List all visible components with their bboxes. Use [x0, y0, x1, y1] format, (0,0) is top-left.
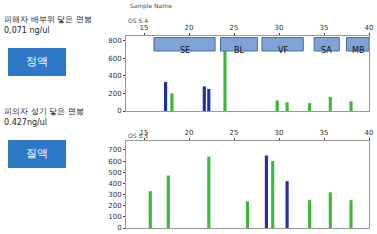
svg-text:300: 300 — [108, 191, 121, 199]
svg-text:600: 600 — [108, 55, 121, 63]
svg-text:20: 20 — [185, 24, 194, 32]
svg-text:0: 0 — [117, 107, 121, 115]
svg-text:SA: SA — [321, 46, 332, 55]
svg-text:BL: BL — [234, 46, 244, 55]
svg-text:30: 30 — [275, 129, 284, 137]
html-text:질액: 질액 — [26, 147, 48, 160]
svg-text:OS 5.5: OS 5.5 — [128, 132, 148, 139]
html-text:0.427ng/ul: 0.427ng/ul — [4, 118, 47, 127]
svg-text:600: 600 — [108, 158, 121, 166]
svg-text:0: 0 — [117, 224, 121, 232]
svg-text:400: 400 — [108, 180, 121, 188]
html-text:정액: 정액 — [26, 55, 48, 68]
svg-text:200: 200 — [108, 90, 121, 98]
svg-text:35: 35 — [320, 129, 329, 137]
svg-text:400: 400 — [108, 72, 121, 80]
svg-text:15: 15 — [140, 129, 149, 137]
svg-text:15: 15 — [140, 24, 149, 32]
svg-text:40: 40 — [365, 24, 374, 32]
svg-text:VF: VF — [278, 46, 288, 55]
svg-text:700: 700 — [108, 146, 121, 154]
svg-text:800: 800 — [108, 37, 121, 45]
svg-text:30: 30 — [275, 24, 284, 32]
svg-text:200: 200 — [108, 202, 121, 210]
html-text:피의자 성기 닿은 면봉: 피의자 성기 닿은 면봉 — [4, 107, 84, 116]
svg-text:35: 35 — [320, 24, 329, 32]
html-text:피해자 배부위 닿은 면봉: 피해자 배부위 닿은 면봉 — [4, 15, 92, 24]
svg-text:20: 20 — [185, 129, 194, 137]
svg-text:25: 25 — [230, 129, 239, 137]
svg-text:40: 40 — [365, 129, 374, 137]
svg-text:MB: MB — [352, 46, 364, 55]
svg-text:100: 100 — [108, 213, 121, 221]
svg-text:SE: SE — [180, 46, 190, 55]
svg-text:500: 500 — [108, 169, 121, 177]
svg-text:OS 5.4: OS 5.4 — [128, 17, 148, 24]
svg-text:25: 25 — [230, 24, 239, 32]
html-text:0,071 ng/ul: 0,071 ng/ul — [4, 26, 50, 35]
svg-text:Sample Name: Sample Name — [130, 2, 172, 10]
